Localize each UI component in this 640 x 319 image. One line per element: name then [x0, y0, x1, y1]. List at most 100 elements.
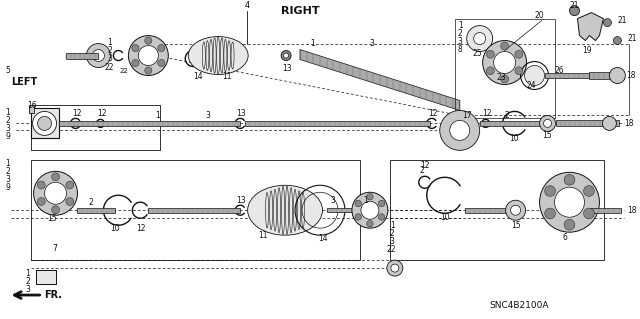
Bar	[31, 108, 58, 138]
Text: 12: 12	[136, 224, 146, 233]
Circle shape	[500, 75, 509, 83]
Circle shape	[543, 119, 552, 127]
Text: 14: 14	[318, 234, 328, 243]
Circle shape	[157, 44, 165, 52]
Bar	[589, 72, 625, 79]
Bar	[455, 19, 554, 118]
Text: 15: 15	[511, 221, 521, 230]
Text: 9: 9	[6, 183, 10, 192]
Text: 1: 1	[363, 196, 367, 205]
Circle shape	[486, 50, 494, 58]
Text: 22: 22	[387, 245, 396, 254]
Circle shape	[86, 44, 111, 68]
Circle shape	[440, 110, 479, 150]
Text: 11: 11	[222, 72, 232, 81]
Text: 2: 2	[26, 277, 30, 286]
Text: 1: 1	[26, 269, 30, 278]
Circle shape	[493, 52, 516, 73]
Text: 21: 21	[627, 34, 637, 43]
Text: 14: 14	[193, 72, 203, 81]
Circle shape	[352, 192, 388, 228]
Text: 7: 7	[52, 244, 58, 253]
Text: 12: 12	[420, 161, 429, 170]
Text: 1: 1	[458, 21, 463, 30]
Bar	[29, 106, 33, 114]
Circle shape	[378, 214, 385, 220]
Text: 25: 25	[473, 49, 483, 58]
Bar	[245, 121, 430, 126]
Text: 21: 21	[618, 16, 627, 25]
Circle shape	[355, 200, 362, 207]
Circle shape	[584, 208, 595, 219]
Text: 3: 3	[390, 237, 395, 246]
Circle shape	[138, 46, 158, 65]
Circle shape	[38, 116, 52, 130]
Text: 3: 3	[6, 175, 10, 184]
Text: 2: 2	[6, 167, 10, 176]
Circle shape	[37, 197, 45, 205]
Text: 22: 22	[104, 63, 114, 72]
Circle shape	[506, 200, 525, 220]
Text: 1: 1	[6, 159, 10, 168]
Bar	[545, 73, 589, 78]
Text: 10: 10	[111, 224, 120, 233]
Polygon shape	[300, 49, 460, 110]
Text: 2: 2	[108, 46, 112, 55]
Bar	[556, 120, 620, 126]
Text: 3: 3	[370, 39, 375, 48]
Text: 3: 3	[458, 37, 463, 46]
Text: 18: 18	[625, 119, 634, 128]
Bar	[31, 106, 161, 150]
Circle shape	[284, 53, 289, 58]
Circle shape	[33, 171, 77, 215]
Bar	[148, 208, 240, 213]
Text: 12: 12	[72, 109, 82, 118]
Text: 20: 20	[534, 11, 544, 20]
Circle shape	[564, 219, 575, 230]
Circle shape	[66, 197, 74, 205]
Text: 24: 24	[527, 81, 536, 90]
Bar	[77, 208, 115, 213]
Circle shape	[540, 115, 556, 131]
Text: FR.: FR.	[45, 290, 63, 300]
Circle shape	[281, 50, 291, 61]
Circle shape	[540, 172, 600, 232]
Circle shape	[52, 173, 60, 181]
Circle shape	[145, 67, 152, 74]
Circle shape	[355, 214, 362, 220]
Text: 1: 1	[108, 38, 112, 47]
Circle shape	[525, 65, 545, 85]
Circle shape	[52, 206, 60, 214]
Bar	[58, 121, 240, 126]
Text: 3: 3	[205, 111, 210, 120]
Bar	[479, 121, 540, 126]
Bar	[36, 270, 56, 284]
Text: 2: 2	[420, 166, 424, 175]
Text: RIGHT: RIGHT	[281, 6, 319, 16]
Text: LEFT: LEFT	[11, 78, 37, 87]
Circle shape	[545, 208, 556, 219]
Text: 1: 1	[6, 108, 10, 117]
Circle shape	[66, 181, 74, 189]
Text: 2: 2	[6, 116, 10, 125]
Circle shape	[450, 120, 470, 140]
Text: 11: 11	[258, 231, 268, 240]
Circle shape	[474, 33, 486, 45]
Bar	[65, 53, 99, 58]
Text: 23: 23	[497, 73, 506, 82]
Text: 1: 1	[390, 221, 395, 230]
Text: 26: 26	[554, 66, 564, 75]
Circle shape	[157, 59, 165, 67]
Text: 3: 3	[330, 196, 335, 205]
Circle shape	[515, 67, 523, 75]
Text: 5: 5	[6, 66, 10, 75]
Circle shape	[467, 26, 493, 52]
Bar	[589, 208, 621, 213]
Circle shape	[391, 264, 399, 272]
Circle shape	[132, 59, 139, 67]
Circle shape	[483, 41, 527, 85]
Circle shape	[132, 44, 139, 52]
Text: 1: 1	[310, 39, 315, 48]
Circle shape	[367, 194, 373, 200]
Circle shape	[367, 220, 373, 227]
